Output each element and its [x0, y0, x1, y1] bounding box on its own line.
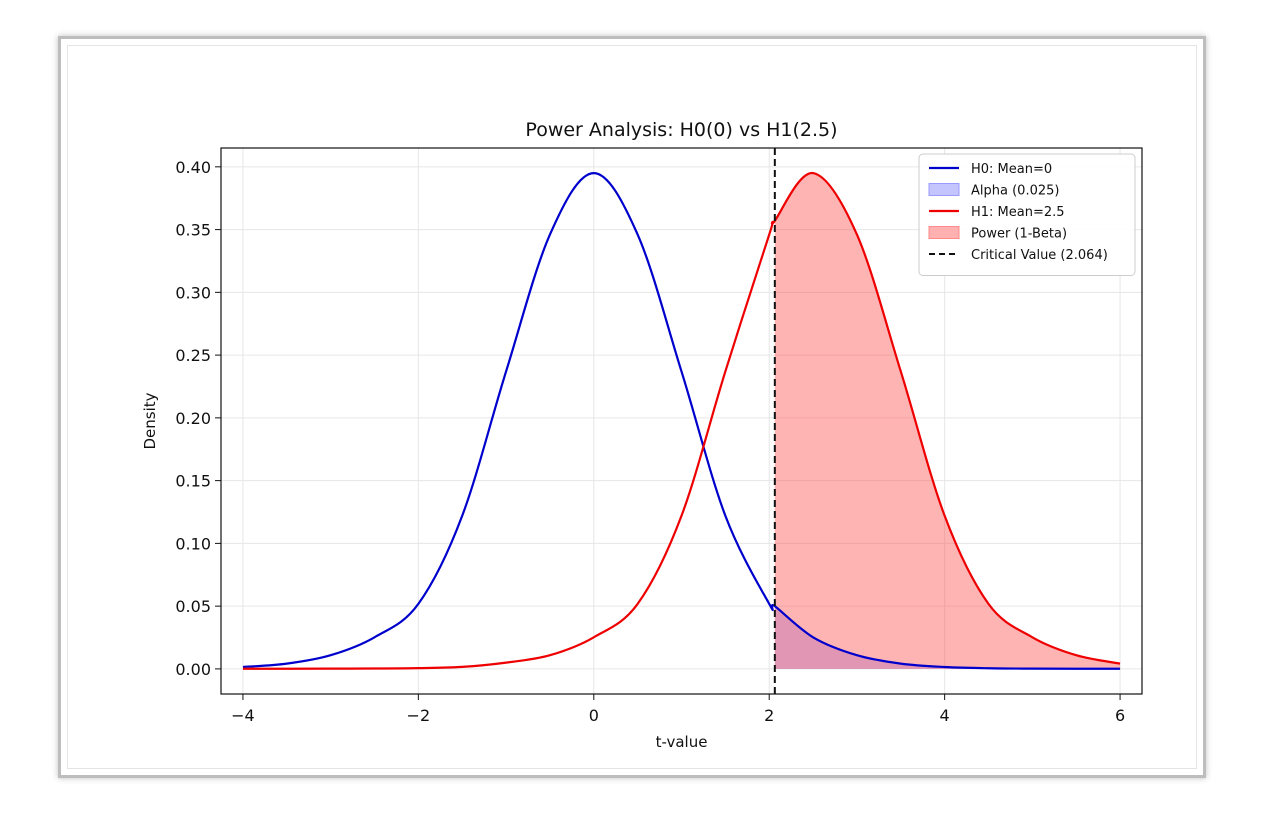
x-tick-label: 6 [1115, 706, 1125, 725]
y-tick-label: 0.10 [175, 534, 211, 553]
y-tick-label: 0.35 [175, 221, 211, 240]
shaded-region-power-1-beta [774, 173, 1121, 669]
series-lines [242, 171, 1121, 670]
legend-box [918, 153, 1136, 276]
x-tick-label: 2 [764, 706, 774, 725]
shaded-region-alpha-0-025 [774, 606, 1121, 669]
y-tick-label: 0.25 [175, 346, 211, 365]
legend-item: Alpha (0.025) [928, 183, 1059, 199]
chart-title: Power Analysis: H0(0) vs H1(2.5) [525, 119, 837, 141]
legend-swatch-patch [928, 183, 960, 196]
legend-label: H1: Mean=2.5 [971, 205, 1065, 220]
legend-item: H1: Mean=2.5 [929, 205, 1065, 220]
y-tick-label: 0.05 [175, 597, 211, 616]
y-tick-label: 0.40 [175, 158, 211, 177]
y-tick-label: 0.15 [175, 472, 211, 491]
legend-item: H0: Mean=0 [929, 162, 1052, 177]
series-line-h0 [242, 171, 1121, 670]
x-tick-label: 0 [589, 706, 599, 725]
x-tick-label: 4 [940, 706, 950, 725]
legend-label: Critical Value (2.064) [971, 248, 1108, 263]
axis-ticks: −4 −2 0 2 4 6 0.00 0.05 0.10 0.15 0.20 0.25 0.30 0.35… [175, 158, 1125, 725]
plot-area-border [220, 147, 1143, 695]
x-tick-label: −2 [407, 706, 431, 725]
legend-label: H0: Mean=0 [971, 162, 1052, 177]
x-tick-label: −4 [231, 706, 255, 725]
y-tick-label: 0.30 [175, 283, 211, 302]
series-line-h1 [242, 172, 1121, 670]
legend-item: Critical Value (2.064) [929, 248, 1108, 263]
legend-item: Power (1-Beta) [928, 226, 1067, 242]
y-axis-label: Density [141, 392, 159, 449]
x-axis-label: t-value [656, 733, 708, 751]
shaded-regions [774, 173, 1121, 669]
legend-label: Alpha (0.025) [971, 184, 1059, 199]
figure-inner-border [67, 45, 1197, 769]
legend-label: Power (1-Beta) [971, 227, 1067, 242]
y-tick-label: 0.20 [175, 409, 211, 428]
legend-swatch-patch [928, 226, 960, 239]
legend: H0: Mean=0 Alpha (0.025) H1: Mean=2.5 Power… [918, 153, 1136, 276]
y-tick-label: 0.00 [175, 660, 211, 679]
